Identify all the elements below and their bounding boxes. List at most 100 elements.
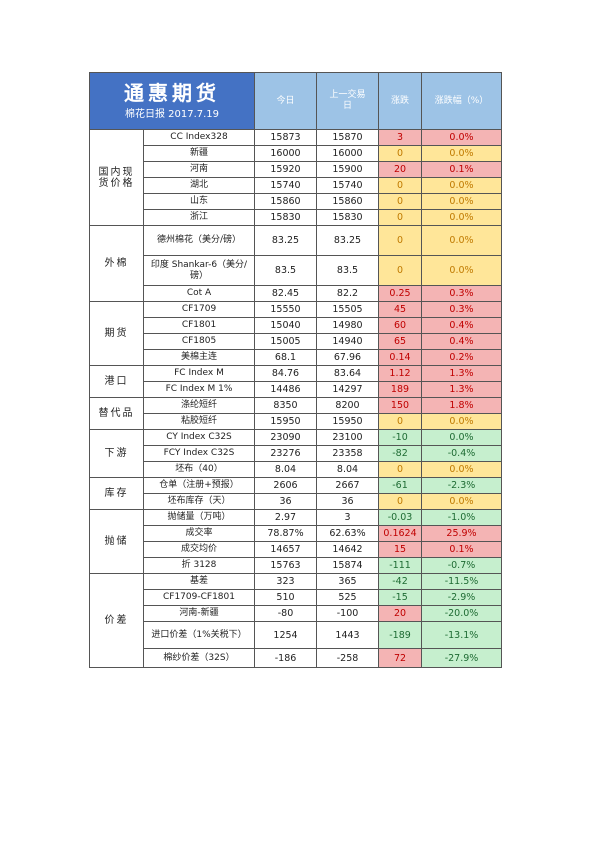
prev-day-value: 83.25 <box>316 225 379 256</box>
today-value: 15860 <box>254 193 317 210</box>
change-pct-value: 0.0% <box>421 209 502 226</box>
indicator-name: FCY Index C32S <box>143 445 255 462</box>
header-change: 涨跌 <box>378 72 422 130</box>
table-row: 坯布库存（天） 36 36 0 0.0% <box>90 493 502 510</box>
today-value: 23276 <box>254 445 317 462</box>
indicator-name: Cot A <box>143 285 255 302</box>
indicator-name: 折 3128 <box>143 557 255 574</box>
prev-day-value: 365 <box>316 573 379 590</box>
change-value: 0.1624 <box>378 525 422 542</box>
indicator-name: 河南-新疆 <box>143 605 255 622</box>
group-label: 外棉 <box>89 225 144 302</box>
group-label: 库存 <box>89 477 144 510</box>
today-value: 78.87% <box>254 525 317 542</box>
table-row: 期货 CF1709 15550 15505 45 0.3% <box>89 301 502 366</box>
group-label: 期货 <box>89 301 144 366</box>
today-value: 2.97 <box>254 509 317 526</box>
group-label: 价差 <box>89 573 144 668</box>
table-row: 河南 15920 15900 20 0.1% <box>90 161 502 178</box>
table-row: CF1801 15040 14980 60 0.4% <box>90 317 502 334</box>
prev-day-value: 525 <box>316 589 379 606</box>
change-pct-value: 0.1% <box>421 541 502 558</box>
change-pct-value: 0.1% <box>421 161 502 178</box>
change-value: 0 <box>378 493 422 510</box>
change-value: -111 <box>378 557 422 574</box>
change-value: 60 <box>378 317 422 334</box>
prev-day-value: 14642 <box>316 541 379 558</box>
change-value: -42 <box>378 573 422 590</box>
group-label: 下游 <box>89 429 144 478</box>
change-pct-value: 0.0% <box>421 429 502 446</box>
change-pct-value: -13.1% <box>421 621 502 649</box>
prev-day-value: 3 <box>316 509 379 526</box>
indicator-name: CF1805 <box>143 333 255 350</box>
indicator-name: 浙江 <box>143 209 255 226</box>
prev-day-value: 15870 <box>316 129 379 146</box>
indicator-name: CF1709-CF1801 <box>143 589 255 606</box>
today-value: 323 <box>254 573 317 590</box>
prev-day-value: 82.2 <box>316 285 379 302</box>
table-row: FCY Index C32S 23276 23358 -82 -0.4% <box>90 445 502 462</box>
change-pct-value: 1.8% <box>421 397 502 414</box>
indicator-name: 坯布（40） <box>143 461 255 478</box>
header-prev-day: 上一交易日 <box>316 72 379 130</box>
table-row: Cot A 82.45 82.2 0.25 0.3% <box>90 285 502 302</box>
indicator-name: 仓单（注册+预报） <box>143 477 255 494</box>
prev-day-value: 15505 <box>316 301 379 318</box>
brand-title: 通惠期货 <box>124 81 220 105</box>
change-pct-value: 1.3% <box>421 365 502 382</box>
prev-day-value: 8.04 <box>316 461 379 478</box>
indicator-name: 基差 <box>143 573 255 590</box>
table-row: 粘胶短纤 15950 15950 0 0.0% <box>90 413 502 430</box>
change-pct-value: -11.5% <box>421 573 502 590</box>
today-value: 2606 <box>254 477 317 494</box>
indicator-name: 进口价差（1%关税下） <box>143 621 255 649</box>
prev-day-value: 23100 <box>316 429 379 446</box>
change-pct-value: -0.7% <box>421 557 502 574</box>
today-value: 14486 <box>254 381 317 398</box>
prev-day-value: 8200 <box>316 397 379 414</box>
indicator-name: FC Index M <box>143 365 255 382</box>
change-pct-value: 0.0% <box>421 177 502 194</box>
change-pct-value: 25.9% <box>421 525 502 542</box>
change-value: 150 <box>378 397 422 414</box>
today-value: 8350 <box>254 397 317 414</box>
prev-day-value: 14297 <box>316 381 379 398</box>
change-pct-value: -0.4% <box>421 445 502 462</box>
today-value: 83.5 <box>254 255 317 286</box>
group-label: 替代品 <box>89 397 144 430</box>
change-value: 15 <box>378 541 422 558</box>
change-pct-value: 0.0% <box>421 225 502 256</box>
indicator-name: 美棉主连 <box>143 349 255 366</box>
table-row: 棉纱价差（32S） -186 -258 72 -27.9% <box>90 648 502 668</box>
prev-day-value: 36 <box>316 493 379 510</box>
change-value: -82 <box>378 445 422 462</box>
indicator-name: 德州棉花（美分/磅） <box>143 225 255 256</box>
change-pct-value: 0.0% <box>421 255 502 286</box>
change-value: 20 <box>378 605 422 622</box>
prev-day-value: -100 <box>316 605 379 622</box>
today-value: 68.1 <box>254 349 317 366</box>
change-value: -189 <box>378 621 422 649</box>
today-value: 16000 <box>254 145 317 162</box>
change-value: 0 <box>378 255 422 286</box>
change-value: 0.25 <box>378 285 422 302</box>
group-label: 抛储 <box>89 509 144 574</box>
table-row: 山东 15860 15860 0 0.0% <box>90 193 502 210</box>
change-pct-value: -2.9% <box>421 589 502 606</box>
indicator-name: 成交均价 <box>143 541 255 558</box>
change-pct-value: 0.0% <box>421 461 502 478</box>
prev-day-value: 15950 <box>316 413 379 430</box>
prev-day-value: 15860 <box>316 193 379 210</box>
indicator-name: CF1801 <box>143 317 255 334</box>
prev-day-value: 83.5 <box>316 255 379 286</box>
prev-day-value: 15740 <box>316 177 379 194</box>
change-pct-value: 0.0% <box>421 493 502 510</box>
indicator-name: CC Index328 <box>143 129 255 146</box>
table-row: 价差 基差 323 365 -42 -11.5% <box>89 573 502 668</box>
prev-day-value: 14940 <box>316 333 379 350</box>
table-row: 库存 仓单（注册+预报） 2606 2667 -61 -2.3% <box>89 477 502 510</box>
indicator-name: 山东 <box>143 193 255 210</box>
indicator-name: FC Index M 1% <box>143 381 255 398</box>
today-value: -80 <box>254 605 317 622</box>
